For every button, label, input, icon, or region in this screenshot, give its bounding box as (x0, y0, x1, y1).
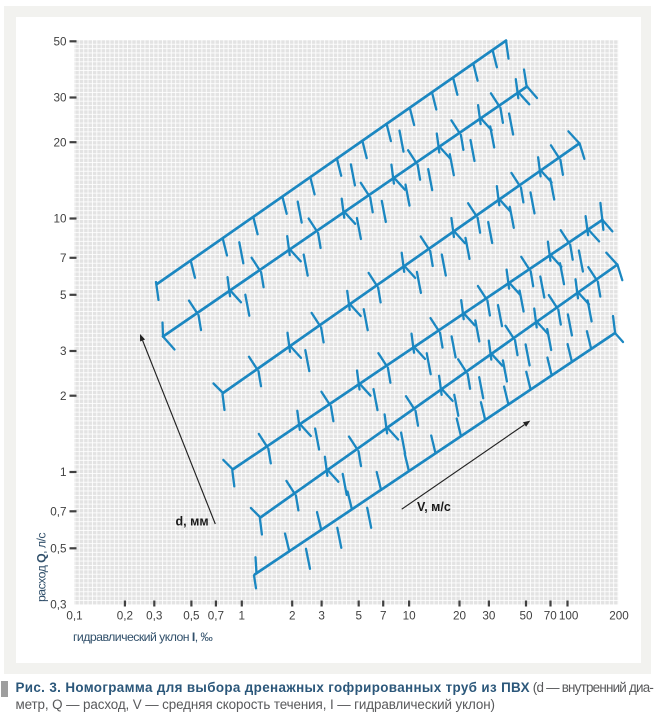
svg-text:3: 3 (318, 610, 325, 623)
svg-text:0,1: 0,1 (66, 610, 82, 623)
svg-text:10: 10 (53, 213, 67, 226)
svg-text:0,5: 0,5 (183, 610, 200, 623)
svg-text:гидравлический уклон I, ‰: гидравлический уклон I, ‰ (73, 630, 213, 644)
svg-text:2: 2 (60, 390, 67, 403)
svg-text:200: 200 (609, 610, 629, 623)
svg-text:7: 7 (60, 252, 67, 265)
svg-text:7: 7 (380, 610, 387, 623)
svg-text:2: 2 (289, 610, 296, 623)
svg-text:0,7: 0,7 (50, 506, 66, 519)
svg-text:50: 50 (53, 36, 67, 49)
svg-text:Рис. 3. Номограмма для выбора: Рис. 3. Номограмма для выбора дренажных … (16, 680, 654, 695)
svg-text:0,2: 0,2 (117, 610, 133, 623)
svg-text:0,5: 0,5 (50, 543, 67, 556)
svg-text:70: 70 (544, 610, 558, 623)
svg-text:3: 3 (60, 345, 67, 358)
svg-text:метр, Q — расход, V — средняя: метр, Q — расход, V — средняя скорость т… (16, 697, 496, 712)
svg-text:100: 100 (559, 610, 579, 623)
svg-text:0,3: 0,3 (146, 610, 162, 623)
svg-text:расход Q, л/с: расход Q, л/с (35, 533, 49, 602)
svg-text:5: 5 (60, 289, 67, 302)
svg-text:5: 5 (355, 610, 362, 623)
svg-text:0,7: 0,7 (208, 610, 224, 623)
svg-text:50: 50 (519, 610, 533, 623)
svg-text:30: 30 (482, 610, 496, 623)
svg-text:d, мм: d, мм (176, 515, 209, 529)
svg-text:0,3: 0,3 (50, 599, 66, 612)
svg-text:1: 1 (60, 466, 67, 479)
svg-text:30: 30 (53, 92, 67, 105)
svg-text:20: 20 (53, 136, 67, 149)
svg-text:10: 10 (403, 610, 417, 623)
svg-text:V, м/с: V, м/с (417, 500, 451, 514)
svg-text:1: 1 (239, 610, 246, 623)
svg-text:20: 20 (453, 610, 467, 623)
